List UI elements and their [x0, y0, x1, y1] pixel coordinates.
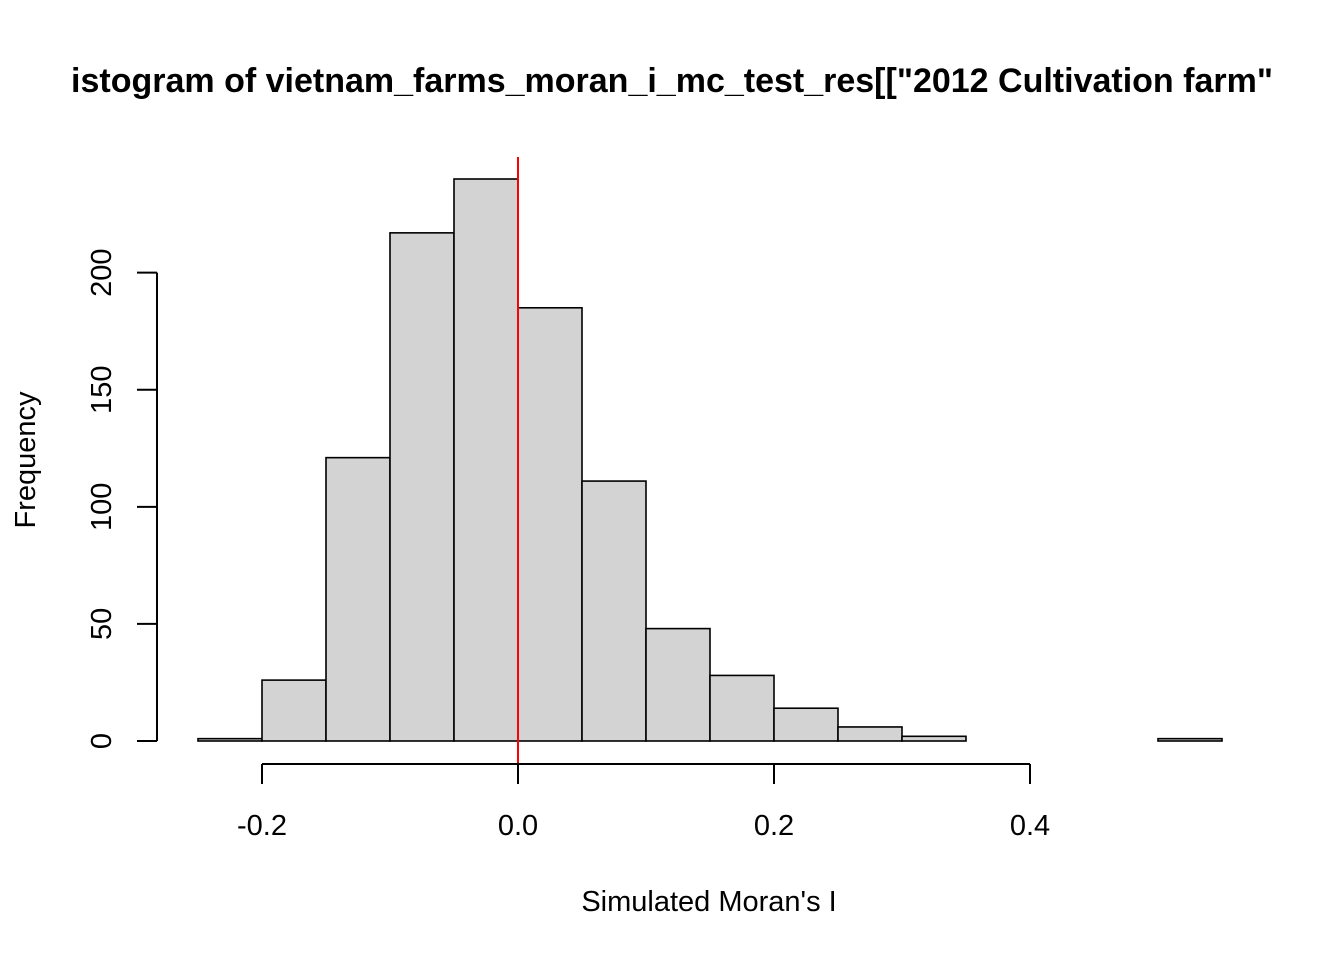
x-axis-label: Simulated Moran's I: [581, 886, 836, 918]
x-axis: -0.2 0.0 0.2 0.4: [237, 763, 1050, 842]
histogram-bar: [517, 306, 583, 742]
y-tick-label: 150: [86, 366, 118, 414]
chart-title: istogram of vietnam_farms_moran_i_mc_tes…: [71, 62, 1273, 100]
x-tick-label: 0.0: [498, 810, 538, 842]
y-tick-label: 200: [86, 248, 118, 296]
histogram-bar: [645, 627, 711, 742]
y-tick-label: 100: [86, 483, 118, 531]
histogram-bar: [837, 726, 903, 742]
histogram-bar: [325, 456, 391, 742]
x-tick-label: 0.2: [754, 810, 794, 842]
histogram-bar: [1157, 737, 1223, 742]
y-axis: 0 50 100 150 200: [86, 248, 158, 749]
histogram-bar: [261, 679, 327, 742]
y-axis-label: Frequency: [10, 391, 42, 529]
y-tick-label: 0: [86, 733, 118, 749]
histogram-bar: [581, 480, 647, 742]
bars-group: [197, 178, 1223, 742]
histogram-bar: [901, 735, 967, 742]
histogram-bar: [709, 674, 775, 742]
histogram-bar: [389, 232, 455, 742]
histogram-bar: [773, 707, 839, 742]
histogram-bar: [453, 178, 519, 742]
x-tick-label: 0.4: [1010, 810, 1050, 842]
y-tick-label: 50: [86, 608, 118, 640]
histogram-bar: [197, 737, 263, 742]
x-tick-label: -0.2: [237, 810, 287, 842]
